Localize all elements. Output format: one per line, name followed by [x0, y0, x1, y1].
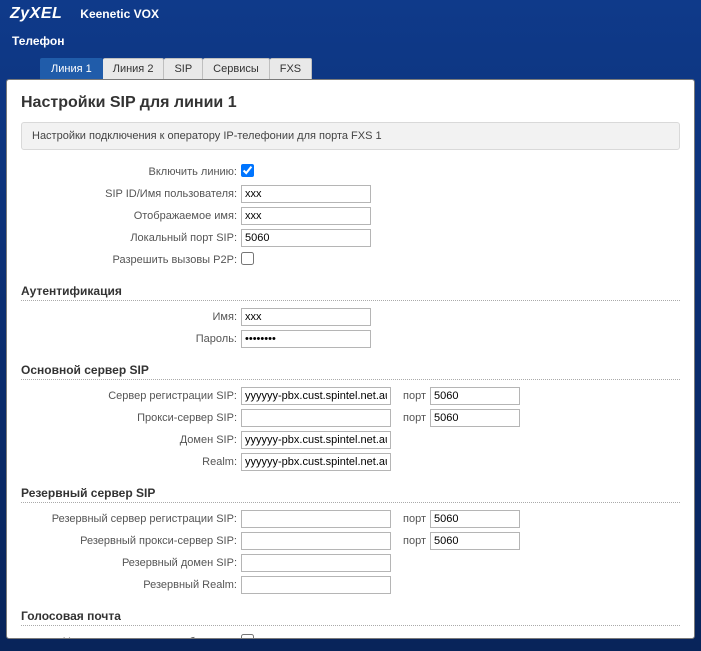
sipid-label: SIP ID/Имя пользователя: — [21, 188, 241, 200]
backup-domain-label: Резервный домен SIP: — [21, 557, 241, 569]
tab-line1[interactable]: Линия 1 — [40, 58, 103, 79]
p2p-label: Разрешить вызовы P2P: — [21, 254, 241, 266]
primary-domain-input[interactable] — [241, 431, 391, 449]
backup-proxy-port-input[interactable] — [430, 532, 520, 550]
section-primary: Основной сервер SIP — [21, 363, 680, 380]
backup-reg-input[interactable] — [241, 510, 391, 528]
auth-pass-label: Пароль: — [21, 333, 241, 345]
primary-proxy-port-input[interactable] — [430, 409, 520, 427]
p2p-checkbox[interactable] — [241, 252, 254, 265]
display-name-input[interactable] — [241, 207, 371, 225]
section-vmail: Голосовая почта — [21, 609, 680, 626]
sipid-input[interactable] — [241, 185, 371, 203]
tab-services[interactable]: Сервисы — [203, 58, 270, 79]
brand-logo: ZyXEL — [10, 5, 62, 23]
page-title: Настройки SIP для линии 1 — [21, 94, 680, 112]
app-frame: ZyXEL Keenetic VOX Телефон Линия 1 Линия… — [0, 0, 701, 651]
section-auth: Аутентификация — [21, 284, 680, 301]
display-name-label: Отображаемое имя: — [21, 210, 241, 222]
section-backup: Резервный сервер SIP — [21, 486, 680, 503]
primary-reg-port-label: порт — [403, 390, 426, 402]
vmail-notify-checkbox[interactable] — [241, 634, 254, 639]
primary-domain-label: Домен SIP: — [21, 434, 241, 446]
backup-reg-port-label: порт — [403, 513, 426, 525]
top-bar: ZyXEL Keenetic VOX — [0, 0, 701, 28]
backup-realm-input[interactable] — [241, 576, 391, 594]
auth-name-label: Имя: — [21, 311, 241, 323]
auth-name-input[interactable] — [241, 308, 371, 326]
breadcrumb: Телефон — [0, 28, 701, 58]
tab-sip[interactable]: SIP — [164, 58, 203, 79]
primary-proxy-port-label: порт — [403, 412, 426, 424]
local-port-input[interactable] — [241, 229, 371, 247]
backup-proxy-label: Резервный прокси-сервер SIP: — [21, 535, 241, 547]
auth-pass-input[interactable] — [241, 330, 371, 348]
content-panel: Настройки SIP для линии 1 Настройки подк… — [6, 79, 695, 639]
tab-fxs[interactable]: FXS — [270, 58, 312, 79]
primary-proxy-input[interactable] — [241, 409, 391, 427]
backup-reg-port-input[interactable] — [430, 510, 520, 528]
primary-proxy-label: Прокси-сервер SIP: — [21, 412, 241, 424]
model-name: Keenetic VOX — [80, 7, 159, 21]
tab-line2[interactable]: Линия 2 — [103, 58, 165, 79]
tab-strip: Линия 1 Линия 2 SIP Сервисы FXS — [0, 58, 701, 79]
primary-reg-input[interactable] — [241, 387, 391, 405]
primary-realm-input[interactable] — [241, 453, 391, 471]
backup-proxy-input[interactable] — [241, 532, 391, 550]
local-port-label: Локальный порт SIP: — [21, 232, 241, 244]
info-box: Настройки подключения к оператору IP-тел… — [21, 122, 680, 150]
enable-line-label: Включить линию: — [21, 166, 241, 178]
backup-domain-input[interactable] — [241, 554, 391, 572]
vmail-notify-label: Уведомлять о новых сообщениях: — [21, 636, 241, 639]
backup-reg-label: Резервный сервер регистрации SIP: — [21, 513, 241, 525]
enable-line-checkbox[interactable] — [241, 164, 254, 177]
backup-proxy-port-label: порт — [403, 535, 426, 547]
primary-realm-label: Realm: — [21, 456, 241, 468]
primary-reg-port-input[interactable] — [430, 387, 520, 405]
backup-realm-label: Резервный Realm: — [21, 579, 241, 591]
primary-reg-label: Сервер регистрации SIP: — [21, 390, 241, 402]
